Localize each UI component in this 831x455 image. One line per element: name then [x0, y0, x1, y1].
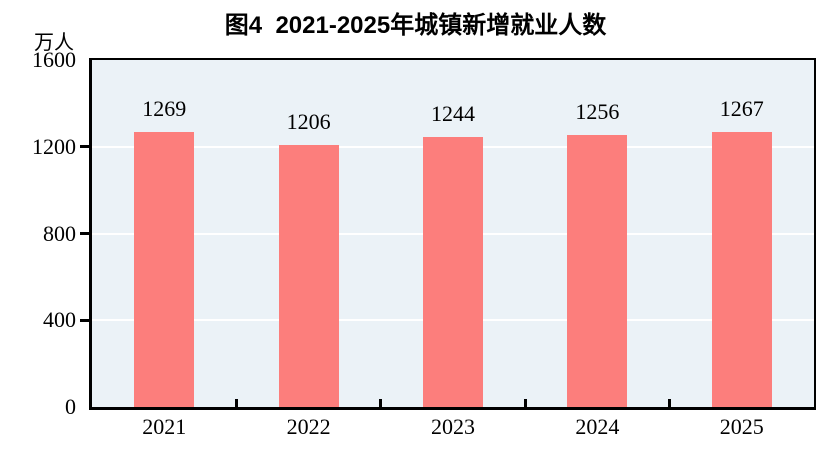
bar: [567, 134, 628, 407]
y-axis-tick: [80, 232, 89, 235]
plot-area: 1269 1206 1244 1256 1267: [89, 58, 816, 410]
y-axis-tick-label: 1200: [32, 133, 76, 159]
x-axis-tick: [234, 399, 238, 407]
x-category-label: 2021: [142, 414, 187, 439]
bar: [134, 131, 195, 407]
bar-value-label: 1206: [286, 109, 331, 135]
x-axis-tick: [523, 399, 527, 407]
x-category-label: 2025: [719, 414, 764, 439]
x-category-label: 2024: [575, 414, 620, 439]
y-axis-unit-label: 万人: [34, 32, 74, 54]
y-axis-tick-label: 1600: [32, 47, 76, 72]
bar-value-label: 1256: [575, 98, 620, 124]
bar-value-label: 1267: [719, 96, 764, 122]
y-axis-tick: [80, 145, 89, 149]
y-axis-tick-label: 400: [43, 307, 76, 333]
bar-value-label: 1244: [431, 101, 475, 127]
y-axis-tick: [80, 318, 89, 322]
bar-value-label: 1269: [142, 95, 187, 121]
x-category-label: 2022: [286, 414, 331, 439]
y-axis-tick-label: 0: [65, 394, 76, 419]
bar: [278, 145, 339, 407]
x-category-label: 2023: [431, 414, 475, 439]
bar: [711, 132, 772, 407]
bar: [423, 137, 483, 407]
chart-title: 图4 2021-2025年城镇新增就业人数: [224, 12, 607, 39]
x-axis-tick: [379, 399, 383, 407]
x-axis-tick: [668, 399, 672, 407]
y-axis-tick-label: 800: [43, 220, 76, 246]
